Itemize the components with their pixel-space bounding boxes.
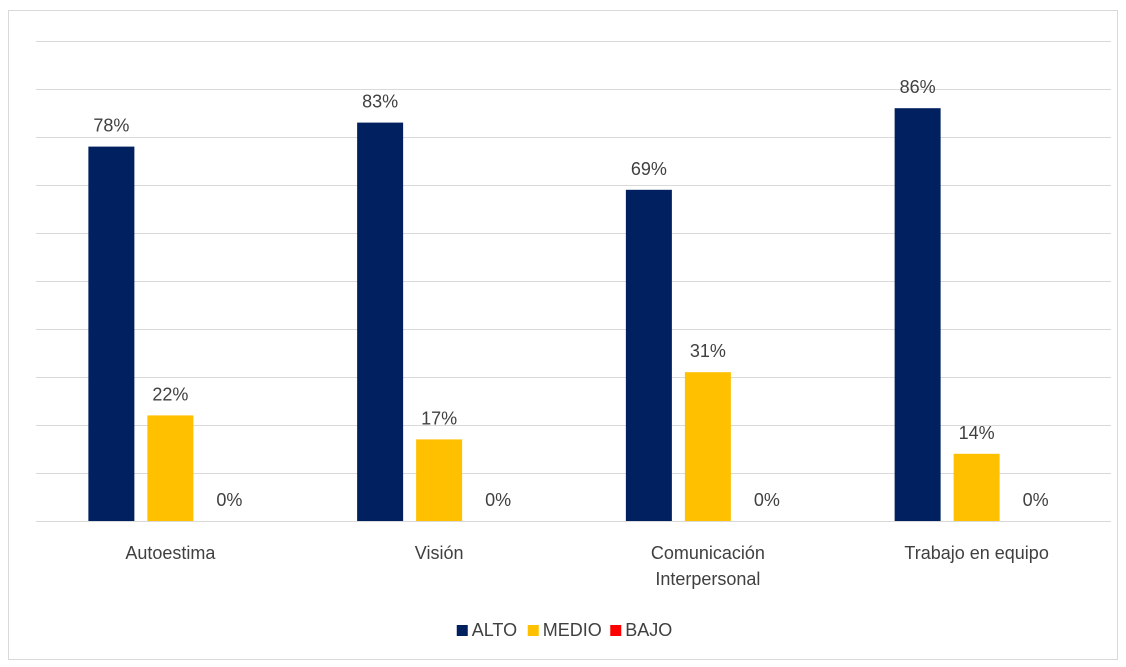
bar-medio — [953, 453, 1000, 521]
data-label: 0% — [754, 490, 780, 510]
data-label: 86% — [900, 77, 936, 97]
category-label: Comunicación — [651, 543, 765, 563]
data-label: 14% — [959, 423, 995, 443]
data-label: 0% — [216, 490, 242, 510]
bar-medio — [416, 439, 463, 521]
bar-chart: 78% 22% 0% Autoestima 83% 17% 0% Visión 69% 31% 0%… — [36, 41, 1111, 640]
bar-medio — [684, 372, 731, 521]
legend-swatch-bajo — [610, 625, 622, 636]
data-label: 17% — [421, 408, 457, 428]
chart-frame: 78% 22% 0% Autoestima 83% 17% 0% Visión 69% 31% 0%… — [8, 10, 1118, 660]
data-label: 69% — [631, 159, 667, 179]
bar-alto — [625, 189, 672, 522]
data-label: 31% — [690, 341, 726, 361]
data-label: 83% — [362, 92, 398, 112]
data-label: 78% — [93, 116, 129, 136]
category-label: Trabajo en equipo — [904, 543, 1048, 563]
legend-label-medio: MEDIO — [543, 620, 602, 640]
bar-medio — [147, 415, 194, 521]
legend-label-bajo: BAJO — [625, 620, 672, 640]
legend-label-alto: ALTO — [472, 620, 517, 640]
legend-swatch-alto — [456, 625, 468, 636]
legend-swatch-medio — [527, 625, 539, 636]
bar-alto — [894, 108, 941, 521]
category-label: Autoestima — [125, 543, 216, 563]
data-label: 0% — [485, 490, 511, 510]
bar-alto — [88, 146, 135, 521]
bar-alto — [357, 122, 404, 521]
category-label: Visión — [415, 543, 464, 563]
data-label: 0% — [1023, 490, 1049, 510]
data-label: 22% — [152, 384, 188, 404]
category-label: Interpersonal — [655, 569, 760, 589]
